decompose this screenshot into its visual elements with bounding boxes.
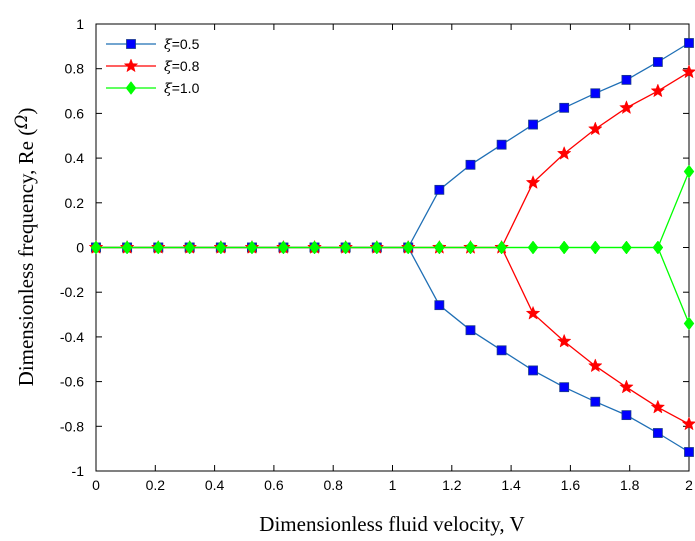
- legend: ξ=0.5ξ=0.8ξ=1.0: [106, 36, 200, 97]
- data-point: [681, 416, 695, 431]
- data-point: [684, 38, 694, 48]
- legend-label: ξ=0.5: [164, 36, 200, 53]
- y-axis-label-symbol: Ω: [12, 115, 32, 130]
- x-tick-label: 0: [92, 477, 100, 493]
- data-point: [652, 428, 663, 438]
- data-point: [558, 240, 570, 255]
- data-point: [309, 240, 320, 255]
- data-point: [465, 159, 476, 170]
- data-point: [152, 240, 164, 255]
- data-point: [465, 325, 476, 336]
- data-point: [246, 240, 258, 255]
- data-point: [556, 145, 572, 160]
- y-tick-label: -0.6: [60, 374, 84, 390]
- data-point: [496, 139, 507, 150]
- x-axis-label: Dimensionless fluid velocity, V: [259, 512, 524, 536]
- legend-label-symbol: ξ: [164, 81, 173, 97]
- x-tick-label: 1.2: [442, 477, 462, 493]
- data-point: [90, 240, 102, 255]
- data-point: [652, 240, 664, 255]
- y-tick-label: 0.8: [65, 61, 85, 77]
- data-point: [402, 240, 414, 255]
- legend-marker: [126, 39, 136, 49]
- legend-label-value: =1.0: [172, 80, 200, 96]
- series-3: [90, 164, 695, 331]
- data-point: [434, 184, 445, 195]
- data-point: [684, 447, 694, 457]
- data-point: [528, 365, 538, 376]
- legend-marker: [123, 58, 139, 73]
- legend-label: ξ=0.8: [164, 58, 200, 75]
- y-ticks: -1 -0.8 -0.6 -0.4 -0.2 0 0.2 0.4 0.6 0.8 1: [60, 16, 689, 479]
- y-tick-label: -1: [72, 463, 85, 479]
- data-point: [528, 119, 538, 130]
- x-ticks: 0 0.2 0.4 0.6 0.8 1 1.2 1.4 1.6 1.8 2: [92, 24, 693, 493]
- y-tick-label: 0.2: [65, 195, 85, 211]
- data-point: [683, 164, 695, 179]
- data-point: [619, 100, 634, 115]
- legend-label: ξ=1.0: [164, 80, 200, 97]
- data-point: [590, 88, 601, 99]
- legend-label-value: =0.5: [172, 36, 200, 52]
- data-point: [683, 316, 695, 331]
- x-tick-label: 0.4: [205, 477, 225, 493]
- data-point: [434, 240, 445, 255]
- data-point: [465, 240, 476, 255]
- y-tick-label: 1: [76, 16, 84, 32]
- data-point: [556, 333, 572, 348]
- y-tick-label: -0.8: [60, 418, 84, 434]
- data-point: [496, 345, 507, 356]
- legend-label-symbol: ξ: [164, 59, 173, 75]
- legend-label-symbol: ξ: [164, 37, 173, 53]
- y-tick-label: 0.6: [65, 105, 85, 121]
- y-tick-label: -0.2: [60, 284, 84, 300]
- data-point: [525, 174, 541, 189]
- x-tick-label: 1.8: [620, 477, 640, 493]
- y-tick-label: -0.4: [60, 329, 84, 345]
- y-axis-label: Dimensionless frequency, Re (Ω): [12, 108, 38, 387]
- data-point: [650, 399, 666, 414]
- data-point: [621, 240, 632, 255]
- data-point: [559, 102, 570, 113]
- data-point: [559, 382, 570, 393]
- data-point: [681, 64, 695, 79]
- x-tick-label: 0.6: [264, 477, 284, 493]
- data-point: [434, 300, 445, 311]
- data-point: [371, 240, 383, 255]
- data-point: [525, 305, 541, 320]
- data-point: [215, 240, 227, 255]
- y-axis-label-suffix: ): [14, 108, 38, 115]
- data-point: [184, 240, 196, 255]
- data-point: [621, 74, 632, 85]
- data-point: [496, 240, 507, 255]
- legend-label-value: =0.8: [172, 58, 200, 74]
- x-tick-label: 1.6: [561, 477, 581, 493]
- data-point: [652, 57, 663, 67]
- data-point: [619, 379, 634, 394]
- data-point: [587, 358, 603, 373]
- data-point: [278, 240, 289, 255]
- data-point: [589, 240, 601, 255]
- series-group: [88, 38, 695, 457]
- data-point: [340, 240, 351, 255]
- y-tick-label: 0: [76, 240, 84, 256]
- y-tick-label: 0.4: [65, 150, 85, 166]
- legend-marker: [125, 81, 137, 95]
- data-point: [621, 410, 632, 421]
- x-tick-label: 1.4: [501, 477, 521, 493]
- data-point: [650, 83, 666, 98]
- data-point: [121, 240, 133, 255]
- data-point: [527, 240, 539, 255]
- x-tick-label: 0.8: [323, 477, 343, 493]
- y-axis-label-prefix: Dimensionless frequency, Re (: [14, 129, 38, 387]
- x-tick-label: 0.2: [146, 477, 166, 493]
- data-point: [587, 121, 603, 136]
- x-tick-label: 1: [389, 477, 397, 493]
- data-point: [590, 396, 601, 407]
- x-tick-label: 2: [685, 477, 693, 493]
